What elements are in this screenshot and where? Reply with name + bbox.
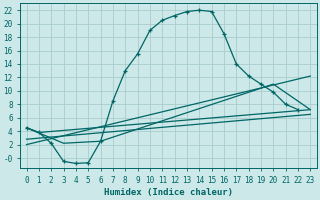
X-axis label: Humidex (Indice chaleur): Humidex (Indice chaleur) <box>104 188 233 197</box>
